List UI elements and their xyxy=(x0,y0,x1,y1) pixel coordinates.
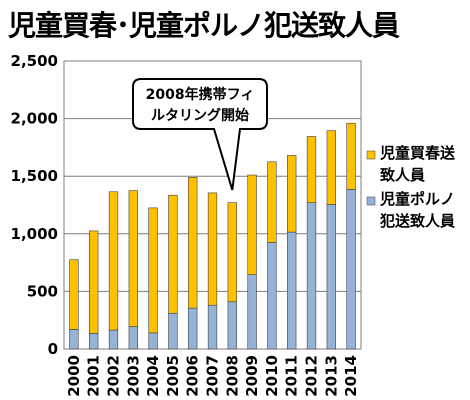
x-tick-label: 2008 xyxy=(223,355,241,397)
bar-segment xyxy=(287,231,297,350)
y-tick-label: 1,500 xyxy=(11,167,58,185)
bar-segment xyxy=(326,130,336,205)
bar-segment xyxy=(168,194,178,314)
legend-swatch xyxy=(366,150,376,160)
legend-label: 致人員 xyxy=(380,166,425,184)
bar-segment xyxy=(346,189,356,350)
bar-segment xyxy=(69,329,79,350)
bar-segment xyxy=(227,301,237,350)
y-tick-label: 500 xyxy=(27,282,58,300)
bar-segment xyxy=(207,192,218,306)
y-tick-label: 2,500 xyxy=(11,52,58,70)
annotation-text: ルタリング開始 xyxy=(151,107,249,124)
x-tick-label: 2003 xyxy=(124,355,142,397)
bar-segment xyxy=(188,307,198,350)
x-tick-label: 2006 xyxy=(184,355,202,397)
y-tick-label: 2,000 xyxy=(11,110,58,128)
bar-segment xyxy=(207,304,218,350)
legend-label: 児童買春送 xyxy=(379,144,456,162)
bar-segment xyxy=(89,333,99,350)
x-tick-label: 2007 xyxy=(204,355,222,397)
bar-segment xyxy=(267,161,277,243)
bar-segment xyxy=(227,202,237,303)
y-tick-label: 0 xyxy=(48,340,58,358)
bar-segment xyxy=(128,326,138,350)
x-tick-label: 2011 xyxy=(283,355,301,397)
bar-segment xyxy=(148,207,158,334)
annotation-text: 2008年携帯フィ xyxy=(146,86,255,103)
bar-segment xyxy=(326,204,336,350)
bar-segment xyxy=(306,136,317,203)
bar-segment xyxy=(89,230,99,334)
bar-segment xyxy=(188,177,198,309)
bar-segment xyxy=(108,191,119,331)
bar-segment xyxy=(128,190,138,327)
bar-segment xyxy=(247,274,257,350)
bar-segment xyxy=(267,242,277,350)
bar-segment xyxy=(306,202,317,350)
x-tick-label: 2010 xyxy=(263,355,281,397)
bar-segment xyxy=(69,259,79,330)
y-tick-label: 1,000 xyxy=(11,225,58,243)
x-tick-label: 2001 xyxy=(85,355,103,397)
x-tick-label: 2013 xyxy=(322,355,340,397)
x-tick-label: 2014 xyxy=(342,355,360,397)
bar-segment xyxy=(168,312,178,350)
legend-label: 児童ポルノ xyxy=(379,190,455,208)
x-tick-label: 2004 xyxy=(144,355,162,397)
legend-swatch xyxy=(366,196,376,206)
x-tick-label: 2002 xyxy=(105,355,123,397)
bar-segment xyxy=(346,122,356,190)
x-tick-label: 2009 xyxy=(243,355,261,397)
chart-title: 児童買春･児童ポルノ犯送致人員 xyxy=(8,9,400,42)
x-tick-label: 2005 xyxy=(164,355,182,397)
bar-segment xyxy=(108,329,119,350)
x-tick-label: 2012 xyxy=(303,355,321,397)
x-tick-label: 2000 xyxy=(65,355,83,397)
annotation-callout xyxy=(132,78,268,191)
bar-segment xyxy=(148,332,158,350)
bar-segment xyxy=(247,174,257,275)
legend-label: 犯送致人員 xyxy=(379,212,455,230)
bar-segment xyxy=(287,155,297,233)
